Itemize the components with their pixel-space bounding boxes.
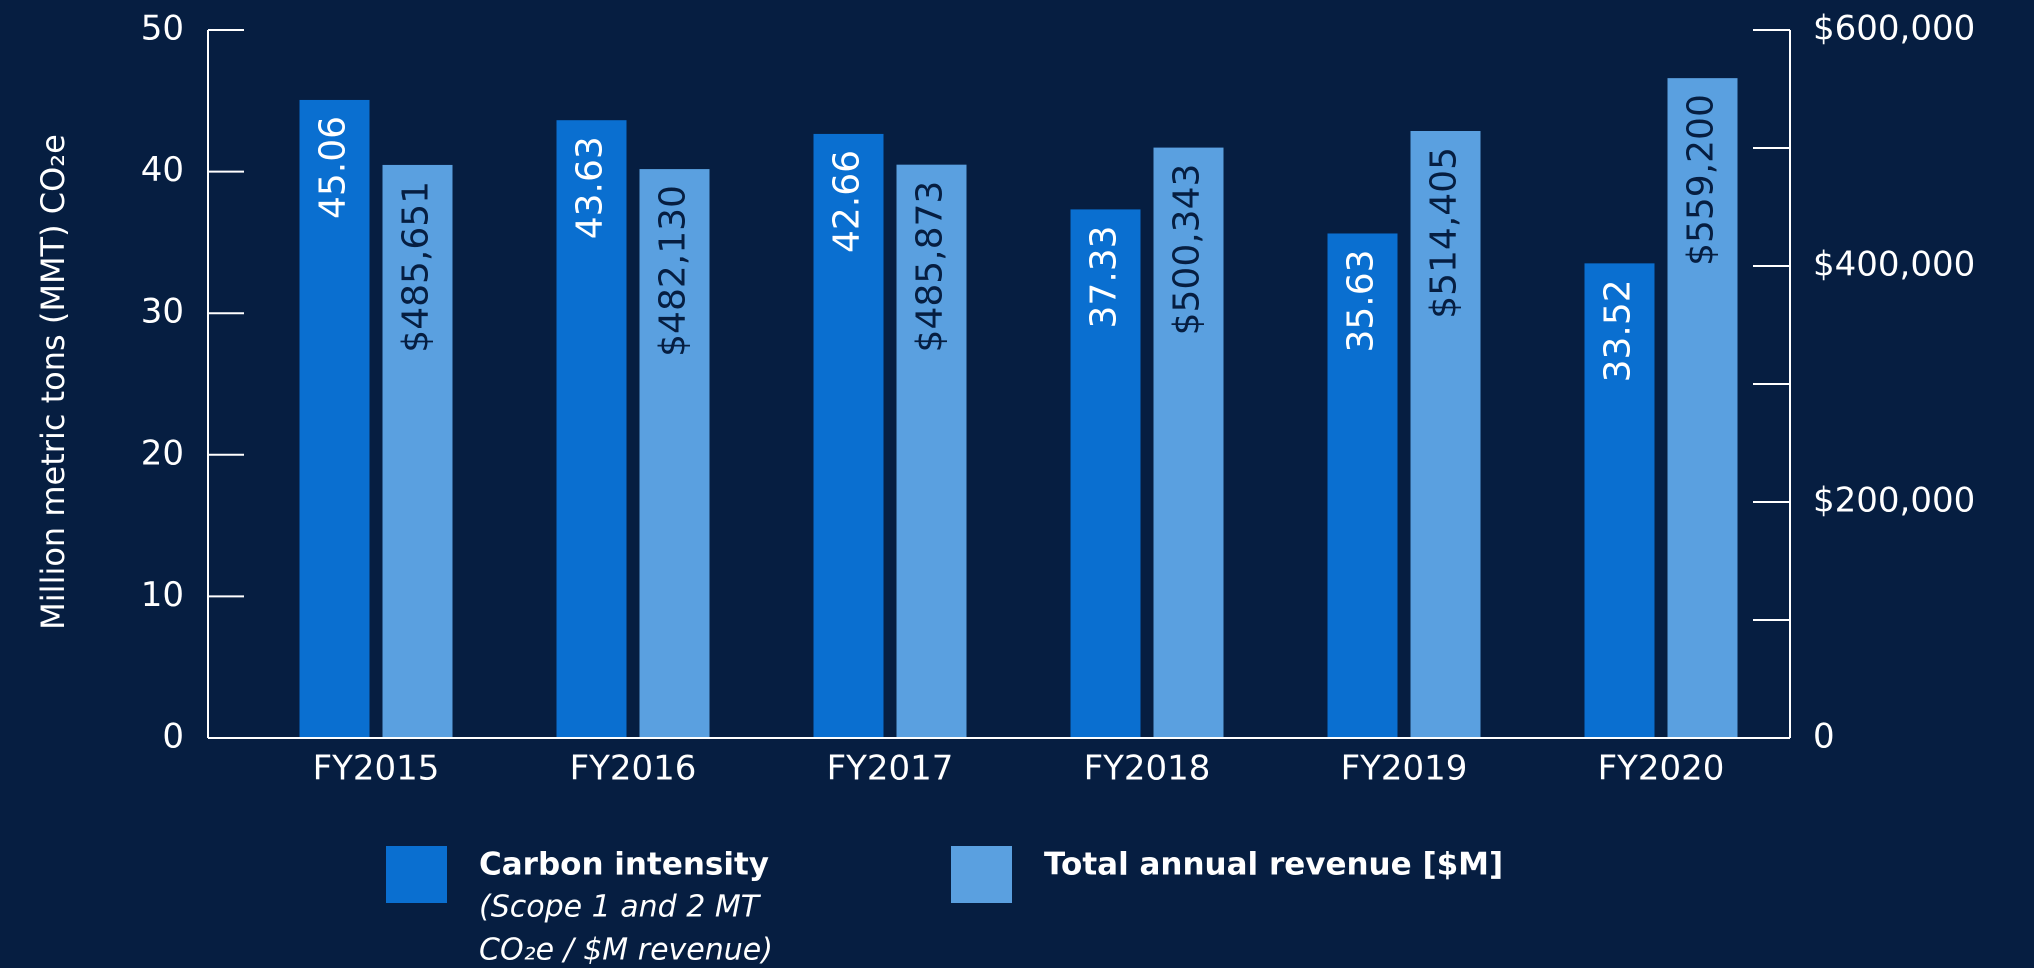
value-label: 33.52 xyxy=(1598,279,1639,382)
bar xyxy=(1153,147,1224,738)
value-label: 35.63 xyxy=(1341,249,1382,352)
value-label: 43.63 xyxy=(570,136,611,239)
bar xyxy=(813,133,884,739)
bar xyxy=(896,164,967,738)
legend-note: (Scope 1 and 2 MT xyxy=(479,890,762,925)
value-label: 37.33 xyxy=(1084,225,1125,328)
bar xyxy=(1410,131,1481,739)
legend-label: Carbon intensity xyxy=(479,847,769,883)
y2-tick-label: $200,000 xyxy=(1813,481,1975,521)
value-label: $485,651 xyxy=(396,181,437,353)
x-tick-label: FY2015 xyxy=(313,749,440,789)
value-label: $485,873 xyxy=(910,181,951,353)
y2-tick-label: $400,000 xyxy=(1813,245,1975,285)
legend-swatch xyxy=(386,846,447,903)
y-tick-label: 10 xyxy=(141,575,184,615)
value-label: $514,405 xyxy=(1424,147,1465,319)
bar xyxy=(1667,78,1738,739)
y-tick-label: 0 xyxy=(162,717,184,757)
value-label: $500,343 xyxy=(1167,164,1208,336)
bar xyxy=(382,164,453,738)
legend-swatch xyxy=(951,846,1012,903)
y-tick-label: 30 xyxy=(141,292,184,332)
y-tick-label: 20 xyxy=(141,433,184,473)
bar xyxy=(1327,233,1398,739)
x-tick-label: FY2019 xyxy=(1341,749,1468,789)
legend-note: CO₂e / $M revenue) xyxy=(479,933,773,968)
y-tick-label: 50 xyxy=(141,9,184,49)
bar xyxy=(639,169,710,738)
y-axis-label: Million metric tons (MMT) CO₂e xyxy=(34,134,72,630)
bar xyxy=(1070,209,1141,738)
x-tick-label: FY2016 xyxy=(570,749,697,789)
y2-tick-label: 0 xyxy=(1813,717,1835,757)
value-label: $559,200 xyxy=(1681,94,1722,266)
bar xyxy=(299,99,370,739)
bar xyxy=(1584,263,1655,738)
value-label: 42.66 xyxy=(827,150,868,253)
y-tick-label: 40 xyxy=(141,150,184,190)
legend-label: Total annual revenue [$M] xyxy=(1044,847,1503,883)
value-label: 45.06 xyxy=(313,116,354,219)
x-tick-label: FY2017 xyxy=(827,749,954,789)
x-tick-label: FY2018 xyxy=(1084,749,1211,789)
x-tick-label: FY2020 xyxy=(1598,749,1725,789)
value-label: $482,130 xyxy=(653,185,694,357)
y2-tick-label: $600,000 xyxy=(1813,9,1975,49)
bar xyxy=(556,120,627,738)
